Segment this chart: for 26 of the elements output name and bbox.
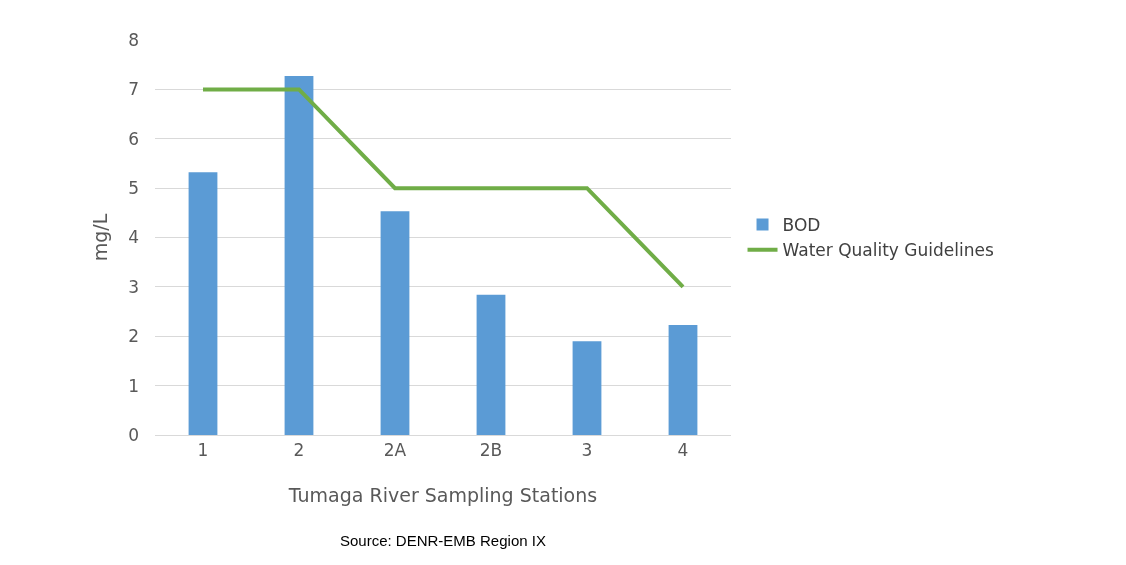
legend-label: Water Quality Guidelines — [782, 240, 994, 261]
x-tick-label: 1 — [197, 440, 209, 461]
y-tick-label: 1 — [128, 375, 139, 396]
y-tick-label: 6 — [128, 128, 139, 149]
source-note: Source: DENR-EMB Region IX — [340, 532, 546, 549]
x-axis-title: Tumaga River Sampling Stations — [287, 484, 598, 506]
y-tick-label: 8 — [128, 29, 139, 50]
legend-label: BOD — [782, 215, 821, 236]
x-tick-label: 3 — [581, 440, 593, 461]
x-tick-label: 4 — [677, 440, 689, 461]
bar — [668, 324, 698, 435]
bar — [188, 172, 218, 435]
bar — [572, 341, 602, 435]
y-tick-label: 0 — [128, 424, 139, 445]
y-tick-label: 3 — [128, 276, 139, 297]
bar — [476, 294, 506, 435]
y-tick-label: 4 — [128, 227, 139, 248]
y-tick-label: 5 — [128, 178, 139, 199]
y-tick-label: 7 — [128, 79, 139, 100]
x-tick-label: 2 — [293, 440, 305, 461]
x-tick-label: 2A — [383, 440, 407, 461]
x-tick-label: 2B — [479, 440, 503, 461]
y-tick-label: 2 — [128, 326, 139, 347]
bar — [284, 76, 314, 435]
y-axis-title: mg/L — [89, 213, 111, 262]
bar — [380, 211, 410, 435]
